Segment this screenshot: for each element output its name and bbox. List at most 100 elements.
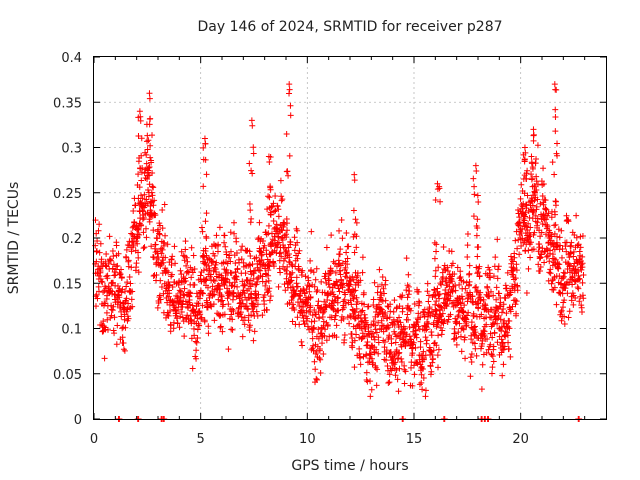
data-point bbox=[307, 302, 314, 309]
data-point bbox=[375, 339, 382, 346]
data-point bbox=[312, 366, 319, 373]
data-point bbox=[396, 314, 403, 321]
data-point bbox=[461, 302, 468, 309]
data-point bbox=[496, 290, 503, 297]
data-point bbox=[386, 379, 393, 386]
data-point bbox=[324, 322, 331, 329]
data-point bbox=[474, 192, 481, 199]
data-point bbox=[164, 241, 171, 248]
data-point bbox=[154, 235, 161, 242]
data-point bbox=[530, 137, 537, 144]
data-point bbox=[176, 324, 183, 331]
data-point bbox=[403, 331, 410, 338]
data-point bbox=[295, 250, 302, 257]
data-point bbox=[574, 242, 581, 249]
data-point bbox=[246, 160, 253, 167]
data-point bbox=[267, 293, 274, 300]
data-point bbox=[194, 334, 201, 341]
data-point bbox=[488, 288, 495, 295]
data-point bbox=[388, 340, 395, 347]
data-point bbox=[471, 340, 478, 347]
data-point bbox=[385, 379, 392, 386]
data-point bbox=[200, 183, 207, 190]
data-point bbox=[575, 241, 582, 248]
data-point bbox=[342, 291, 349, 298]
data-point bbox=[223, 251, 230, 258]
data-point bbox=[103, 250, 110, 257]
data-point bbox=[447, 293, 454, 300]
data-point bbox=[198, 224, 205, 231]
data-point bbox=[138, 135, 145, 142]
data-point bbox=[315, 335, 322, 342]
data-point bbox=[536, 255, 543, 262]
data-point bbox=[353, 244, 360, 251]
data-point bbox=[182, 238, 189, 245]
data-point bbox=[496, 302, 503, 309]
data-point bbox=[147, 115, 154, 122]
data-point bbox=[439, 278, 446, 285]
data-point bbox=[319, 340, 326, 347]
data-point bbox=[451, 270, 458, 277]
data-point bbox=[435, 264, 442, 271]
data-point bbox=[454, 264, 461, 271]
data-point bbox=[328, 232, 335, 239]
data-point bbox=[553, 239, 560, 246]
data-point bbox=[343, 269, 350, 276]
data-point bbox=[363, 377, 370, 384]
data-point bbox=[198, 314, 205, 321]
data-point bbox=[494, 320, 501, 327]
data-point bbox=[98, 278, 105, 285]
data-point bbox=[100, 318, 107, 325]
data-point bbox=[129, 303, 136, 310]
data-point bbox=[579, 308, 586, 315]
data-point bbox=[433, 248, 440, 255]
data-point bbox=[580, 295, 587, 302]
data-point bbox=[565, 218, 572, 225]
data-point bbox=[134, 225, 141, 232]
data-point bbox=[375, 350, 382, 357]
data-point bbox=[119, 325, 126, 332]
data-point bbox=[359, 269, 366, 276]
data-point bbox=[520, 175, 527, 182]
data-point bbox=[168, 271, 175, 278]
data-point bbox=[146, 90, 153, 97]
data-point bbox=[410, 339, 417, 346]
data-point bbox=[238, 256, 245, 263]
data-point bbox=[395, 388, 402, 395]
data-point bbox=[554, 140, 561, 147]
data-point bbox=[402, 368, 409, 375]
data-point bbox=[403, 255, 410, 262]
data-point bbox=[466, 262, 473, 269]
data-point bbox=[548, 214, 555, 221]
data-point bbox=[395, 350, 402, 357]
data-point bbox=[392, 372, 399, 379]
data-point bbox=[514, 287, 521, 294]
data-point bbox=[505, 323, 512, 330]
data-point bbox=[213, 259, 220, 266]
data-point bbox=[337, 246, 344, 253]
data-point bbox=[427, 348, 434, 355]
data-point bbox=[266, 158, 273, 165]
data-point bbox=[558, 308, 565, 315]
data-point bbox=[548, 280, 555, 287]
data-point bbox=[335, 285, 342, 292]
data-point bbox=[489, 353, 496, 360]
data-point bbox=[125, 315, 132, 322]
data-point bbox=[279, 196, 286, 203]
data-point bbox=[552, 202, 559, 209]
data-point bbox=[435, 332, 442, 339]
data-point bbox=[157, 296, 164, 303]
data-point bbox=[251, 303, 258, 310]
data-point bbox=[233, 238, 240, 245]
data-point bbox=[169, 283, 176, 290]
data-point bbox=[248, 117, 255, 124]
data-point bbox=[284, 227, 291, 234]
data-point bbox=[406, 323, 413, 330]
data-point bbox=[133, 260, 140, 267]
data-point bbox=[193, 355, 200, 362]
data-point bbox=[311, 324, 318, 331]
data-point bbox=[371, 336, 378, 343]
data-point bbox=[539, 220, 546, 227]
data-point bbox=[342, 300, 349, 307]
data-point bbox=[315, 326, 322, 333]
